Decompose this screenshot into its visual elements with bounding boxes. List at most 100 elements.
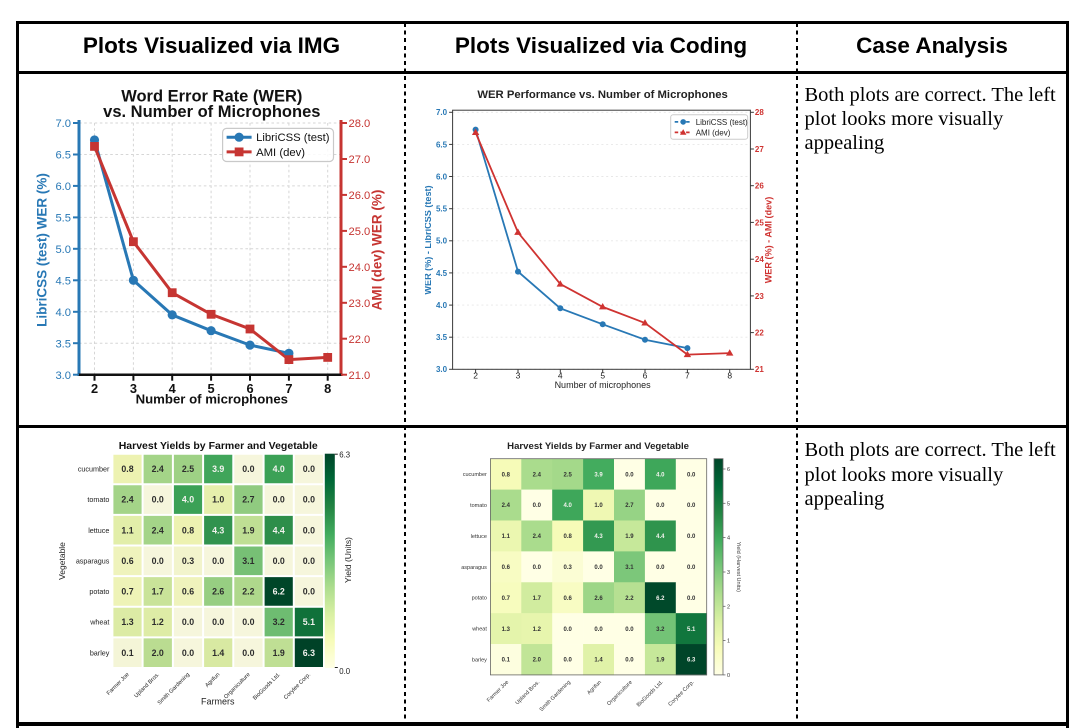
svg-text:0.0: 0.0 [687, 596, 696, 602]
svg-text:Upland Bros.: Upland Bros. [514, 679, 541, 706]
svg-text:1.4: 1.4 [212, 648, 224, 658]
svg-text:2.7: 2.7 [242, 495, 254, 505]
svg-text:6.2: 6.2 [273, 587, 285, 597]
svg-text:0.0: 0.0 [625, 658, 634, 664]
svg-text:2.5: 2.5 [182, 464, 194, 474]
svg-text:6.5: 6.5 [436, 140, 448, 149]
svg-text:0.0: 0.0 [533, 503, 542, 509]
svg-text:wheat: wheat [471, 627, 487, 633]
svg-text:3.0: 3.0 [436, 365, 448, 374]
svg-text:4.3: 4.3 [594, 534, 603, 540]
svg-text:1.1: 1.1 [502, 534, 511, 540]
svg-text:vs. Number of Microphones: vs. Number of Microphones [103, 103, 320, 121]
svg-text:6: 6 [643, 370, 648, 380]
svg-text:25: 25 [755, 218, 764, 227]
svg-text:27: 27 [755, 145, 764, 154]
svg-text:2.4: 2.4 [502, 503, 511, 509]
svg-text:Smith Gardening: Smith Gardening [539, 680, 572, 713]
svg-text:2.2: 2.2 [242, 587, 254, 597]
svg-text:tomato: tomato [470, 503, 487, 509]
svg-text:0.0: 0.0 [273, 556, 285, 566]
svg-text:1.9: 1.9 [656, 658, 665, 664]
svg-text:Agrifun: Agrifun [586, 680, 603, 697]
svg-text:5.5: 5.5 [436, 205, 448, 214]
svg-text:0.7: 0.7 [502, 596, 511, 602]
svg-text:0.1: 0.1 [502, 658, 511, 664]
svg-text:22: 22 [755, 329, 764, 338]
svg-text:2.4: 2.4 [533, 472, 542, 478]
svg-text:6.0: 6.0 [55, 181, 71, 193]
svg-text:28: 28 [755, 108, 764, 117]
svg-text:Agrifun: Agrifun [204, 672, 221, 689]
svg-text:0.0: 0.0 [656, 565, 665, 571]
svg-text:26.0: 26.0 [349, 190, 371, 202]
svg-text:5: 5 [208, 381, 215, 396]
svg-text:2.2: 2.2 [625, 596, 634, 602]
svg-text:Yield (Units): Yield (Units) [343, 537, 353, 583]
svg-text:cucumber: cucumber [463, 472, 487, 478]
svg-text:26: 26 [755, 182, 764, 191]
svg-text:5.1: 5.1 [303, 617, 315, 627]
svg-text:1.3: 1.3 [121, 617, 133, 627]
svg-text:4.0: 4.0 [273, 464, 285, 474]
svg-text:4.5: 4.5 [55, 275, 71, 287]
svg-text:asparagus: asparagus [461, 565, 487, 571]
svg-text:7.0: 7.0 [55, 118, 71, 130]
svg-text:0.0: 0.0 [656, 503, 665, 509]
svg-text:6: 6 [246, 381, 253, 396]
svg-text:1.2: 1.2 [533, 627, 542, 633]
svg-text:4.0: 4.0 [436, 301, 448, 310]
svg-text:0.0: 0.0 [182, 648, 194, 658]
svg-text:6: 6 [727, 467, 730, 473]
svg-text:tomato: tomato [87, 495, 109, 504]
svg-text:0.1: 0.1 [121, 648, 133, 658]
svg-text:4: 4 [727, 536, 730, 542]
svg-text:0.0: 0.0 [339, 667, 351, 676]
svg-text:6.3: 6.3 [339, 450, 350, 459]
svg-text:Upland Bros.: Upland Bros. [133, 672, 161, 700]
svg-text:asparagus: asparagus [76, 556, 110, 565]
svg-text:0.6: 0.6 [121, 556, 133, 566]
svg-text:Farmer Joe: Farmer Joe [106, 672, 131, 697]
svg-text:4.0: 4.0 [656, 472, 665, 478]
svg-text:23.0: 23.0 [349, 298, 371, 310]
svg-text:24.0: 24.0 [349, 262, 371, 274]
svg-text:LibriCSS (test): LibriCSS (test) [696, 118, 748, 127]
svg-text:4.0: 4.0 [55, 307, 71, 319]
svg-text:3.1: 3.1 [242, 556, 254, 566]
svg-text:0.0: 0.0 [594, 565, 603, 571]
svg-text:2.0: 2.0 [533, 658, 542, 664]
svg-text:0.3: 0.3 [564, 565, 573, 571]
svg-text:0.0: 0.0 [182, 617, 194, 627]
svg-text:28.0: 28.0 [349, 118, 371, 130]
svg-text:Number of microphones: Number of microphones [136, 392, 288, 407]
svg-text:24: 24 [755, 255, 764, 264]
svg-text:3.0: 3.0 [55, 370, 71, 382]
svg-text:0.8: 0.8 [564, 534, 573, 540]
svg-text:WER Performance vs. Number of: WER Performance vs. Number of Microphone… [477, 89, 727, 101]
svg-text:Farmer Joe: Farmer Joe [486, 680, 510, 704]
svg-text:0.0: 0.0 [212, 556, 224, 566]
svg-text:21: 21 [755, 365, 764, 374]
svg-text:27.0: 27.0 [349, 154, 371, 166]
svg-text:7.0: 7.0 [436, 108, 448, 117]
svg-text:0.0: 0.0 [303, 525, 315, 535]
svg-text:1: 1 [727, 639, 730, 645]
svg-text:4.4: 4.4 [656, 534, 665, 540]
svg-text:wheat: wheat [89, 618, 109, 627]
svg-text:0: 0 [727, 673, 730, 679]
svg-text:Number of microphones: Number of microphones [555, 380, 652, 390]
svg-text:2: 2 [727, 604, 730, 610]
svg-text:0.0: 0.0 [303, 556, 315, 566]
svg-text:0.0: 0.0 [152, 556, 164, 566]
svg-text:0.0: 0.0 [273, 495, 285, 505]
svg-text:Smith Gardening: Smith Gardening [157, 672, 191, 706]
svg-text:Word Error Rate (WER): Word Error Rate (WER) [121, 88, 302, 106]
svg-text:6.2: 6.2 [656, 596, 665, 602]
svg-text:Corylee Corp.: Corylee Corp. [667, 679, 696, 708]
svg-text:4: 4 [169, 381, 177, 396]
svg-text:0.0: 0.0 [687, 503, 696, 509]
svg-text:7: 7 [285, 381, 292, 396]
svg-text:4.5: 4.5 [436, 269, 448, 278]
svg-text:5.0: 5.0 [55, 244, 71, 256]
